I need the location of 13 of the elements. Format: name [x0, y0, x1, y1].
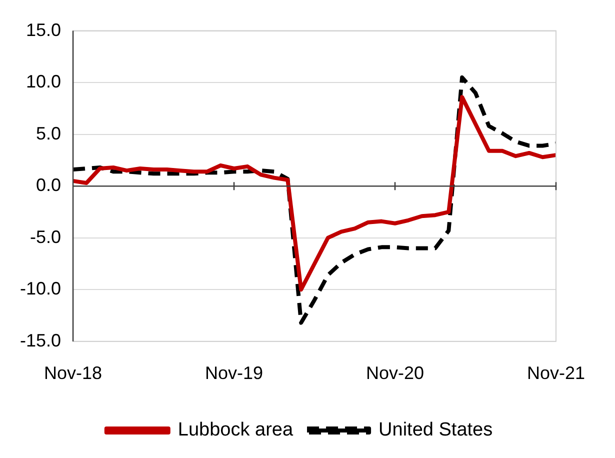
y-tick-label: 10.0: [26, 72, 62, 92]
y-tick-label: -15.0: [20, 330, 62, 350]
x-tick-label: Nov-18: [44, 363, 102, 384]
x-tick-label: Nov-19: [205, 363, 264, 384]
y-tick-label: 15.0: [26, 20, 62, 40]
y-tick-label: -5.0: [30, 226, 62, 247]
legend-label: United States: [378, 420, 493, 441]
y-tick-label: 5.0: [36, 123, 62, 144]
legend-label: Lubbock area: [178, 420, 294, 441]
y-tick-label: -10.0: [20, 278, 62, 299]
x-tick-label: Nov-21: [526, 363, 586, 384]
x-tick-label: Nov-20: [366, 363, 424, 384]
y-tick-label: 0.0: [36, 175, 62, 196]
